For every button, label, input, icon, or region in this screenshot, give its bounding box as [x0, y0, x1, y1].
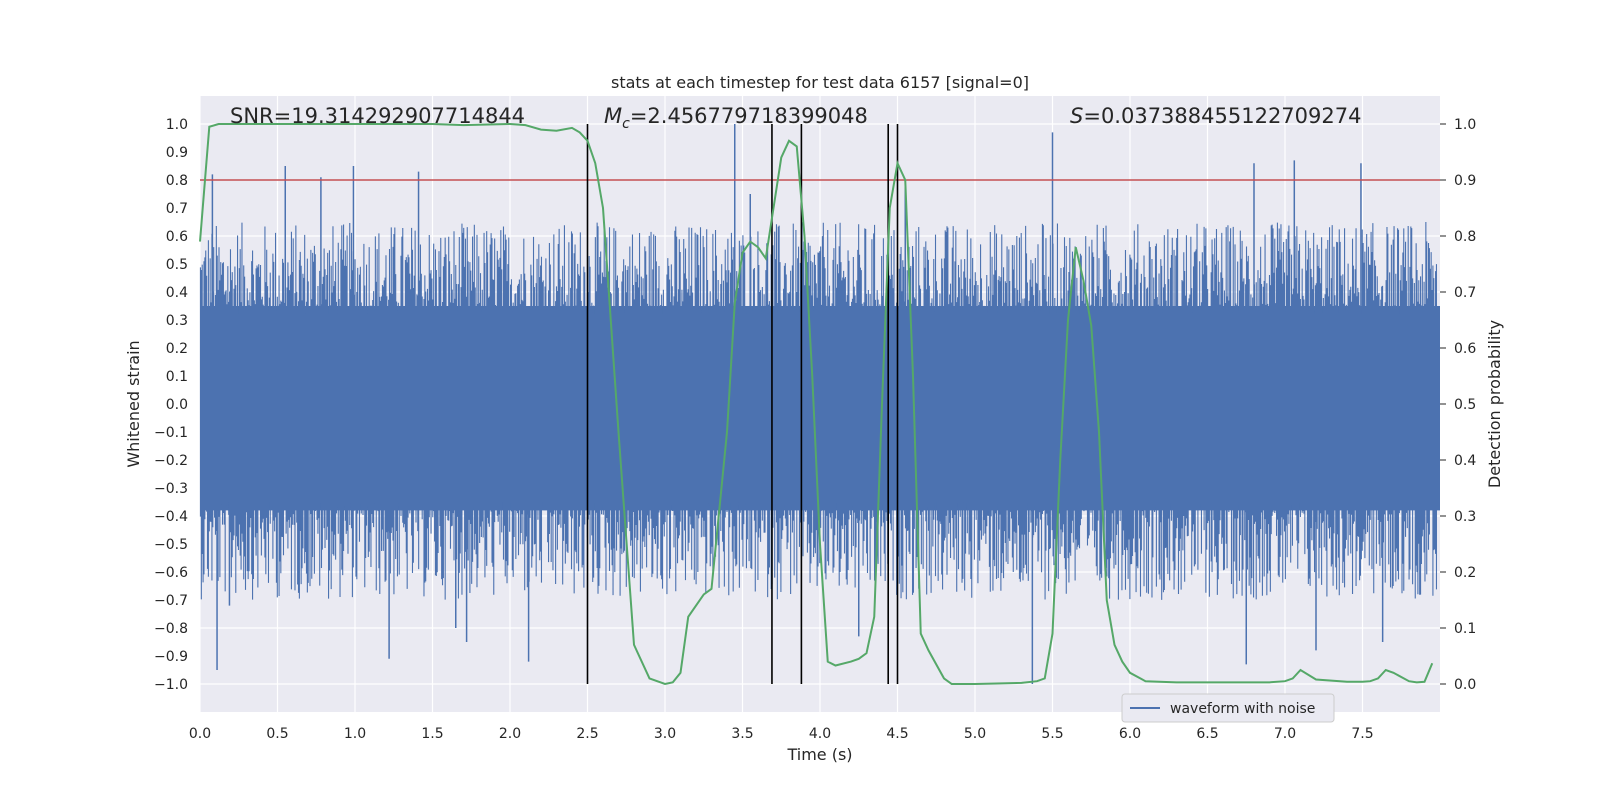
- s-value: =0.037388455122709274: [1083, 104, 1361, 128]
- y-left-tick-label: 0.0: [166, 397, 188, 413]
- y-left-tick-label: 1.0: [166, 117, 188, 133]
- legend-label: waveform with noise: [1170, 701, 1315, 717]
- y-axis-left-label: Whitened strain: [124, 340, 143, 467]
- chart-title: stats at each timestep for test data 615…: [611, 73, 1029, 92]
- x-tick-label: 5.0: [964, 726, 986, 742]
- y-left-tick-label: 0.7: [166, 201, 188, 217]
- x-tick-label: 4.5: [886, 726, 908, 742]
- x-axis-label: Time (s): [786, 745, 852, 764]
- x-tick-label: 3.5: [731, 726, 753, 742]
- x-tick-label: 0.5: [266, 726, 288, 742]
- y-left-tick-label: −1.0: [154, 677, 188, 693]
- y-right-tick-label: 0.5: [1454, 397, 1476, 413]
- y-left-tick-label: −0.8: [154, 621, 188, 637]
- y-left-tick-label: 0.6: [166, 229, 188, 245]
- y-left-tick-label: −0.5: [154, 537, 188, 553]
- y-left-tick-label: −0.6: [154, 565, 188, 581]
- y-left-tick-label: −0.2: [154, 453, 188, 469]
- x-tick-label: 7.0: [1274, 726, 1296, 742]
- y-right-tick-label: 0.4: [1454, 453, 1476, 469]
- legend-box: [1121, 693, 1335, 723]
- y-left-tick-label: 0.3: [166, 313, 188, 329]
- y-right-tick-label: 0.2: [1454, 565, 1476, 581]
- y-left-tick-label: −0.3: [154, 481, 188, 497]
- chirp-mass-annotation: Mc=2.456779718399048: [604, 104, 868, 132]
- mc-value: =2.456779718399048: [630, 104, 868, 128]
- y-left-tick-label: 0.2: [166, 341, 188, 357]
- x-tick-label: 2.0: [499, 726, 521, 742]
- snr-annotation: SNR=19.314292907714844: [230, 104, 525, 128]
- mc-subscript: c: [622, 116, 630, 132]
- y-left-tick-label: 0.9: [166, 145, 188, 161]
- y-left-tick-label: 0.4: [166, 285, 188, 301]
- y-left-tick-label: −0.7: [154, 593, 188, 609]
- y-left-tick-label: 0.8: [166, 173, 188, 189]
- waveform-series: [199, 124, 1440, 684]
- x-tick-label: 0.0: [189, 726, 211, 742]
- x-tick-label: 4.0: [809, 726, 831, 742]
- x-tick-label: 3.0: [654, 726, 676, 742]
- y-right-tick-label: 0.1: [1454, 621, 1476, 637]
- y-left-tick-label: 0.1: [166, 369, 188, 385]
- legend: waveform with noise: [1121, 693, 1335, 723]
- y-right-tick-label: 0.8: [1454, 229, 1476, 245]
- s-annotation: S=0.037388455122709274: [1070, 104, 1361, 128]
- x-tick-label: 2.5: [576, 726, 598, 742]
- y-axis-left-ticks: 1.0 0.9 0.8 0.7 0.6 0.5 0.4 0.3 0.2 0.1 0.0 −0.1 −0.…: [154, 117, 188, 693]
- y-right-tick-label: 0.6: [1454, 341, 1476, 357]
- x-tick-label: 6.0: [1119, 726, 1141, 742]
- y-left-tick-label: −0.1: [154, 425, 188, 441]
- x-tick-label: 5.5: [1041, 726, 1063, 742]
- s-symbol: S: [1070, 104, 1083, 128]
- y-right-tick-label: 1.0: [1454, 117, 1476, 133]
- probability-line: [199, 122, 1434, 686]
- mc-symbol: M: [604, 104, 622, 128]
- y-left-tick-label: 0.5: [166, 257, 188, 273]
- x-tick-label: 1.5: [421, 726, 443, 742]
- y-left-tick-label: −0.9: [154, 649, 188, 665]
- y-right-tick-label: 0.7: [1454, 285, 1476, 301]
- x-tick-label: 1.0: [344, 726, 366, 742]
- x-axis-ticks: 0.0 0.5 1.0 1.5 2.0 2.5 3.0 3.5 4.0 4.5 5.0 5.5 6.0 6…: [189, 726, 1374, 742]
- y-axis-right-ticks: 1.0 0.9 0.8 0.7 0.6 0.5 0.4 0.3 0.2 0.1 0.0: [1440, 117, 1476, 693]
- y-right-tick-label: 0.9: [1454, 173, 1476, 189]
- x-tick-label: 7.5: [1351, 726, 1373, 742]
- y-right-tick-label: 0.0: [1454, 677, 1476, 693]
- y-left-tick-label: −0.4: [154, 509, 188, 525]
- y-axis-right-label: Detection probability: [1485, 320, 1504, 488]
- y-right-tick-label: 0.3: [1454, 509, 1476, 525]
- x-tick-label: 6.5: [1196, 726, 1218, 742]
